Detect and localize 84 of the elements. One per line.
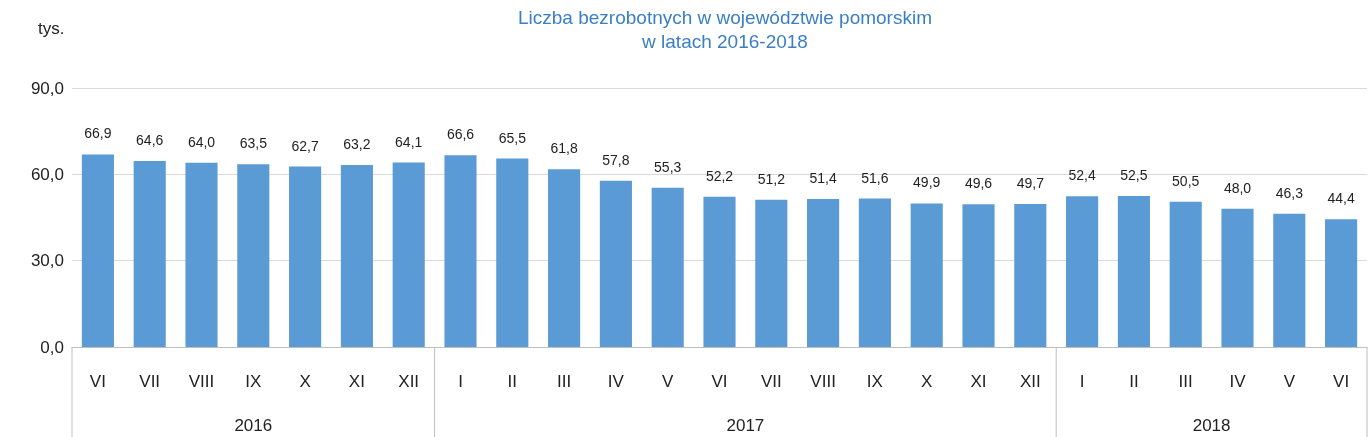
data-label: 51,2: [757, 170, 786, 187]
x-tick-label: IV: [607, 372, 625, 391]
y-tick-label: 90,0: [30, 78, 64, 98]
x-tick-label: VI: [89, 372, 106, 391]
data-label: 48,0: [1223, 179, 1252, 196]
data-label: 62,7: [291, 137, 319, 154]
x-tick-label: VIII: [810, 372, 836, 391]
x-tick-label: III: [557, 372, 572, 391]
data-label: 64,1: [395, 133, 423, 150]
y-tick-label: 60,0: [30, 164, 64, 184]
data-label: 49,6: [964, 175, 993, 192]
data-label: 52,4: [1068, 167, 1096, 184]
bar: [1169, 201, 1202, 347]
x-tick-label: IV: [1229, 372, 1247, 391]
x-tick-label: VI: [1333, 372, 1350, 391]
bar: [81, 154, 114, 347]
x-tick-label: IX: [245, 372, 262, 391]
data-label: 66,9: [84, 125, 112, 142]
chart-title: Liczba bezrobotnych w województwie pomorskim w latach 2016-2018: [518, 6, 932, 52]
x-tick-label: VII: [760, 372, 782, 391]
x-tick-label: IX: [866, 372, 883, 391]
text: 2016: [234, 415, 273, 435]
x-tick-label: III: [1178, 372, 1193, 391]
bar: [1221, 208, 1254, 347]
x-tick-label: II: [1129, 372, 1139, 391]
y-axis-title: tys.: [38, 19, 65, 38]
y-tick-label: 30,0: [30, 251, 64, 271]
bar: [910, 203, 943, 347]
data-label: 61,8: [550, 140, 578, 157]
x-tick-label: XI: [348, 372, 365, 391]
x-tick-label: VII: [139, 372, 161, 391]
x-tick-label: V: [1283, 372, 1296, 391]
bar: [1066, 196, 1099, 347]
y-tick-label: 0,0: [40, 337, 64, 357]
data-label: 63,5: [239, 135, 268, 152]
data-label: 52,5: [1120, 166, 1148, 183]
bar: [807, 199, 840, 347]
data-label: 44,4: [1327, 190, 1355, 207]
data-label: 50,5: [1172, 172, 1200, 189]
bar: [651, 187, 684, 347]
data-label: 66,6: [446, 126, 475, 143]
bar: [599, 180, 632, 347]
x-tick-label: V: [662, 372, 675, 391]
x-tick-label: I: [1079, 372, 1085, 391]
data-label: 49,9: [913, 174, 941, 191]
data-label: 51,4: [809, 170, 837, 187]
x-tick-label: II: [507, 372, 518, 391]
bar: [1325, 219, 1358, 347]
data-label: 63,2: [343, 136, 371, 153]
x-tick-label: XII: [1019, 372, 1041, 391]
bar: [962, 204, 995, 347]
x-tick-label: XII: [398, 372, 420, 391]
data-label: 46,3: [1275, 184, 1304, 201]
bar: [237, 164, 270, 347]
bar: [392, 162, 425, 347]
data-label: 65,5: [498, 129, 527, 146]
x-tick-label: I: [458, 372, 463, 391]
bar: [289, 166, 322, 347]
x-tick-label: XI: [970, 372, 987, 391]
bar: [1273, 213, 1306, 347]
bar: [496, 158, 529, 347]
bar: [1014, 203, 1047, 347]
data-label: 49,7: [1016, 174, 1045, 191]
bar: [1117, 195, 1150, 347]
bar: [548, 169, 581, 347]
data-label: 64,6: [136, 132, 164, 149]
data-label: 55,3: [654, 158, 682, 175]
bar: [755, 199, 788, 347]
bar: [185, 162, 218, 347]
x-tick-label: X: [299, 372, 311, 391]
data-label: 64,0: [187, 133, 216, 150]
bar: [444, 155, 477, 347]
x-tick-label: X: [921, 372, 933, 391]
data-label: 51,6: [861, 169, 889, 186]
x-tick-label: VI: [711, 372, 728, 391]
bar: [858, 198, 891, 347]
bar: [340, 165, 373, 347]
text: 2017: [726, 415, 765, 435]
text: 2018: [1192, 415, 1231, 435]
data-label: 52,2: [705, 167, 734, 184]
bar: [703, 196, 736, 347]
bar: [133, 161, 166, 347]
x-tick-label: VIII: [188, 372, 215, 391]
data-label: 57,8: [602, 151, 630, 168]
